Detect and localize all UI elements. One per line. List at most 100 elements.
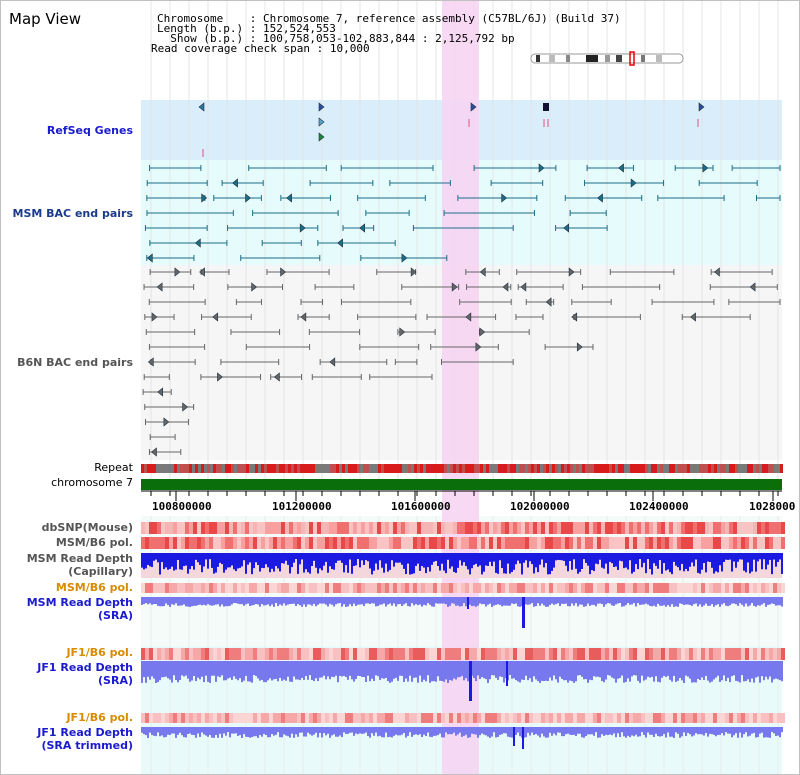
msm-capillary-bar bbox=[221, 553, 223, 565]
msm-capillary-bar bbox=[777, 553, 779, 562]
dbsnp-strip bbox=[369, 522, 373, 534]
msm-b6-pol-strip bbox=[173, 537, 177, 549]
msm-b6-pol-strip-2 bbox=[421, 583, 425, 593]
msm-capillary-bar bbox=[517, 553, 519, 561]
jf1-trim-bar bbox=[249, 727, 251, 738]
msm-b6-pol-strip-2 bbox=[741, 583, 745, 593]
refseq-genes-label[interactable]: RefSeq Genes bbox=[46, 124, 133, 137]
msm-capillary-bar bbox=[587, 553, 589, 566]
msm-b6-pol-strip bbox=[569, 537, 573, 549]
jf1-b6-pol-strip bbox=[525, 648, 529, 660]
msm-capillary-bar bbox=[235, 553, 237, 572]
repeat-segment bbox=[144, 464, 147, 473]
jf1-b6-pol-strip-2 bbox=[685, 713, 689, 723]
msm-b6-pol-strip-2 bbox=[205, 583, 209, 593]
msm-sra-bar bbox=[321, 597, 323, 604]
msm-capillary-bar bbox=[559, 553, 561, 561]
repeat-segment bbox=[429, 464, 432, 473]
dbsnp-strip bbox=[437, 522, 441, 534]
msm-b6-pol-strip-2 bbox=[237, 583, 241, 593]
jf1-trim-bar bbox=[369, 727, 371, 738]
dbsnp-strip bbox=[313, 522, 317, 534]
b6n-bac-label[interactable]: B6N BAC end pairs bbox=[17, 356, 133, 369]
dbsnp-strip bbox=[625, 522, 629, 534]
jf1-trim-bar bbox=[159, 727, 161, 737]
jf1-b6-pol-strip bbox=[161, 648, 165, 660]
msm-b6-pol-label[interactable]: MSM/B6 pol. bbox=[55, 536, 133, 549]
dbsnp-strip bbox=[609, 522, 613, 534]
msm-sra-bar bbox=[437, 597, 439, 604]
msm-capillary-bar bbox=[379, 553, 381, 561]
msm-b6-pol-strip-2 bbox=[429, 583, 433, 593]
msm-b6-pol-strip bbox=[177, 537, 181, 549]
repeat-segment bbox=[570, 464, 573, 473]
msm-b6-pol-strip-2 bbox=[685, 583, 689, 593]
jf1-sra-bar bbox=[245, 661, 247, 676]
jf1-b6-pol-strip bbox=[593, 648, 597, 660]
jf1-b6-pol-strip bbox=[385, 648, 389, 660]
jf1-depth-sra-label[interactable]: JF1 Read Depth bbox=[37, 661, 133, 674]
jf1-trim-bar bbox=[299, 727, 301, 733]
jf1-b6-pol-strip-2 bbox=[457, 713, 461, 723]
msm-bac-label[interactable]: MSM BAC end pairs bbox=[12, 207, 133, 220]
msm-capillary-bar bbox=[625, 553, 627, 568]
msm-sra-bar bbox=[697, 597, 699, 607]
jf1-b6-pol-strip bbox=[241, 648, 245, 660]
jf1-trim-bar bbox=[713, 727, 715, 735]
repeat-segment bbox=[336, 464, 339, 473]
jf1-trim-bar bbox=[435, 727, 437, 736]
msm-b6-pol-strip-2 bbox=[401, 583, 405, 593]
jf1-b6-pol-strip-2 bbox=[657, 713, 661, 723]
msm-depth-sra-label[interactable]: MSM Read Depth bbox=[26, 596, 133, 609]
msm-sra-bar bbox=[211, 597, 213, 606]
msm-b6-pol-strip-2 bbox=[657, 583, 661, 593]
dbsnp-strip bbox=[309, 522, 313, 534]
msm-depth-capillary-label[interactable]: MSM Read Depth bbox=[26, 552, 133, 565]
jf1-b6-pol-strip-2 bbox=[693, 713, 697, 723]
jf1-sra-bar bbox=[761, 661, 763, 677]
msm-capillary-bar bbox=[615, 553, 617, 567]
jf1-trim-bar bbox=[519, 727, 521, 737]
msm-b6-pol-strip bbox=[425, 537, 429, 549]
jf1-sra-bar bbox=[723, 661, 725, 676]
msm-b6-pol-strip bbox=[561, 537, 565, 549]
jf1-trim-bar bbox=[605, 727, 607, 735]
repeat-segment bbox=[516, 464, 519, 473]
dbsnp-strip bbox=[597, 522, 601, 534]
jf1-sra-bar bbox=[717, 661, 719, 676]
msm-capillary-bar bbox=[669, 553, 671, 573]
jf1-sra-bar bbox=[271, 661, 273, 681]
jf1-b6-pol-strip bbox=[477, 648, 481, 660]
msm-capillary-bar bbox=[201, 553, 203, 573]
msm-b6-pol-label-2[interactable]: MSM/B6 pol. bbox=[55, 581, 133, 594]
msm-capillary-bar bbox=[637, 553, 639, 570]
jf1-b6-pol-strip-2 bbox=[561, 713, 565, 723]
repeat-segment bbox=[456, 464, 459, 473]
jf1-sra-bar bbox=[273, 661, 275, 680]
jf1-trim-bar bbox=[387, 727, 389, 738]
jf1-b6-pol-strip-2 bbox=[629, 713, 633, 723]
jf1-trim-bar bbox=[635, 727, 637, 735]
jf1-trim-bar bbox=[611, 727, 613, 736]
jf1-b6-pol-strip-2 bbox=[417, 713, 421, 723]
jf1-b6-pol-label[interactable]: JF1/B6 pol. bbox=[66, 646, 133, 659]
msm-b6-pol-strip bbox=[697, 537, 701, 549]
msm-b6-pol-strip bbox=[681, 537, 685, 549]
msm-sra-bar bbox=[323, 597, 325, 604]
dbsnp-strip bbox=[241, 522, 245, 534]
jf1-trim-bar bbox=[201, 727, 203, 733]
msm-capillary-bar bbox=[589, 553, 591, 575]
msm-capillary-bar bbox=[377, 553, 379, 570]
jf1-sra-bar bbox=[207, 661, 209, 682]
jf1-depth-trim-label[interactable]: JF1 Read Depth bbox=[37, 726, 133, 739]
jf1-trim-bar bbox=[225, 727, 227, 736]
dbsnp-label[interactable]: dbSNP(Mouse) bbox=[41, 521, 133, 534]
msm-sra-bar bbox=[257, 597, 259, 605]
msm-sra-bar bbox=[395, 597, 397, 607]
jf1-b6-pol-label-2[interactable]: JF1/B6 pol. bbox=[66, 711, 133, 724]
msm-b6-pol-strip bbox=[397, 537, 401, 549]
jf1-sra-bar bbox=[701, 661, 703, 678]
msm-sra-spike bbox=[522, 597, 525, 628]
jf1-b6-pol-strip bbox=[261, 648, 265, 660]
